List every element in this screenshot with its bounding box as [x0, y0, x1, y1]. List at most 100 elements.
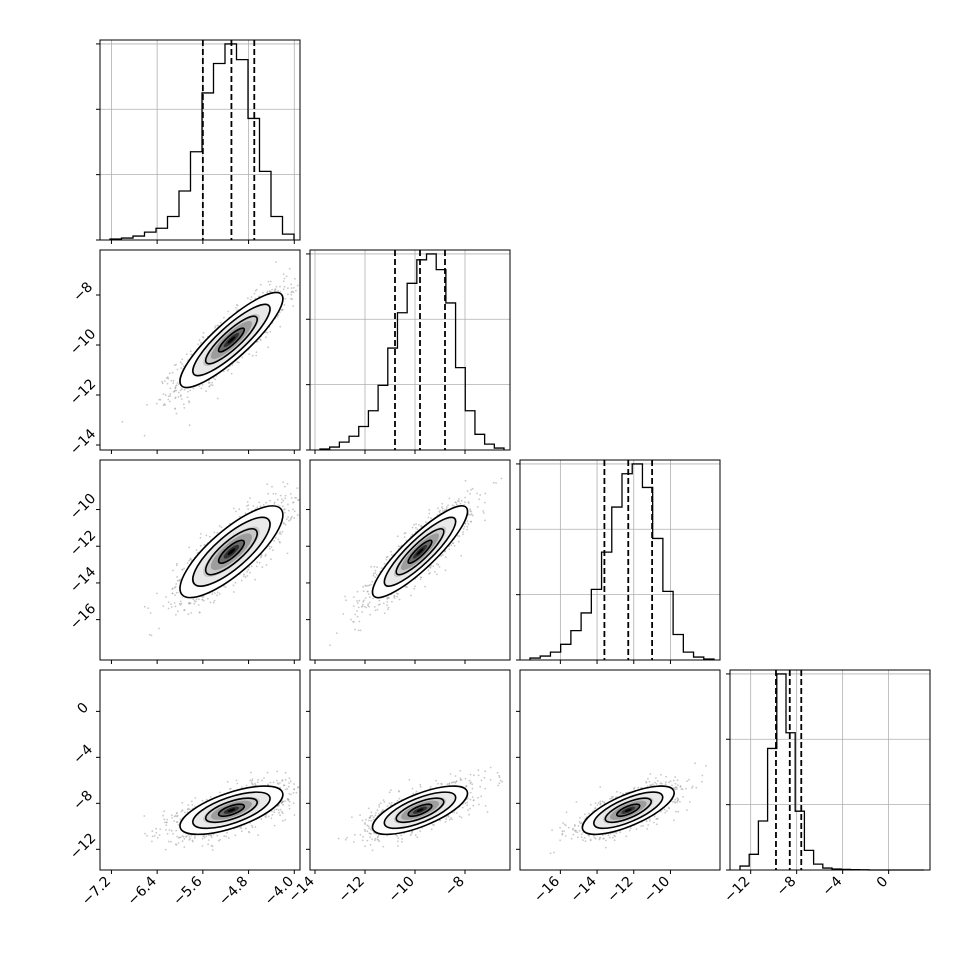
scatter-point: [190, 351, 192, 353]
scatter-point: [243, 575, 245, 577]
scatter-point: [437, 564, 439, 566]
scatter-point: [203, 544, 205, 546]
scatter-point: [287, 287, 289, 289]
scatter-point: [177, 580, 179, 582]
scatter-point: [297, 499, 299, 501]
scatter-point: [180, 604, 182, 606]
scatter-point: [375, 570, 377, 572]
scatter-point: [428, 517, 430, 519]
scatter-point: [184, 609, 186, 611]
scatter-point: [267, 346, 269, 348]
scatter-point: [269, 290, 271, 292]
scatter-point: [428, 513, 430, 515]
scatter-point: [188, 547, 190, 549]
scatter-point: [446, 506, 448, 508]
scatter-point: [493, 482, 495, 484]
scatter-point: [208, 839, 210, 841]
scatter-point: [437, 507, 439, 509]
scatter-point: [172, 593, 174, 595]
scatter-point: [462, 534, 464, 536]
scatter-point: [233, 585, 235, 587]
scatter-point: [369, 584, 371, 586]
scatter-point: [169, 387, 171, 389]
scatter-point: [280, 495, 282, 497]
scatter-point: [287, 483, 289, 485]
scatter-point: [336, 632, 338, 634]
scatter-point: [247, 501, 249, 503]
scatter-point: [284, 819, 286, 821]
scatter-point: [214, 592, 216, 594]
scatter-point: [279, 531, 281, 533]
scatter-point: [178, 842, 180, 844]
scatter-point: [158, 628, 160, 630]
scatter-point: [162, 815, 164, 817]
scatter-point: [183, 403, 185, 405]
scatter-point: [467, 520, 469, 522]
scatter-point: [329, 644, 331, 646]
scatter-point: [466, 526, 468, 528]
scatter-point: [282, 531, 284, 533]
scatter-point: [261, 554, 263, 556]
scatter-point: [267, 291, 269, 293]
scatter-point: [176, 563, 178, 565]
scatter-point: [384, 563, 386, 565]
scatter-point: [187, 396, 189, 398]
scatter-point: [458, 501, 460, 503]
scatter-point: [477, 506, 479, 508]
scatter-point: [202, 800, 204, 802]
scatter-point: [362, 586, 364, 588]
scatter-point: [376, 574, 378, 576]
scatter-point: [291, 298, 293, 300]
scatter-point: [428, 570, 430, 572]
scatter-point: [283, 280, 285, 282]
scatter-point: [165, 596, 167, 598]
scatter-point: [468, 523, 470, 525]
scatter-point: [288, 786, 290, 788]
scatter-point: [362, 604, 364, 606]
scatter-point: [287, 293, 289, 295]
scatter-point: [365, 597, 367, 599]
scatter-point: [202, 336, 204, 338]
scatter-point: [285, 524, 287, 526]
scatter-point: [188, 804, 190, 806]
scatter-point: [203, 332, 205, 334]
scatter-point: [251, 565, 253, 567]
scatter-point: [213, 602, 215, 604]
scatter-point: [184, 812, 186, 814]
scatter-point: [417, 529, 419, 531]
scatter-point: [478, 498, 480, 500]
scatter-point: [269, 284, 271, 286]
scatter-point: [472, 515, 474, 517]
scatter-point: [442, 508, 444, 510]
scatter-point: [261, 566, 263, 568]
scatter-point: [189, 809, 191, 811]
scatter-point: [370, 566, 372, 568]
scatter-point: [291, 497, 293, 499]
scatter-point: [174, 602, 176, 604]
scatter-point: [165, 394, 167, 396]
scatter-point: [373, 573, 375, 575]
scatter-point: [266, 483, 268, 485]
scatter-point: [446, 508, 448, 510]
scatter-point: [174, 587, 176, 589]
scatter-point: [238, 508, 240, 510]
scatter-point: [279, 814, 281, 816]
scatter-point: [175, 390, 177, 392]
scatter-point: [471, 513, 473, 515]
scatter-point: [293, 517, 295, 519]
scatter-point: [199, 339, 201, 341]
scatter-point: [286, 275, 288, 277]
scatter-point: [200, 545, 202, 547]
scatter-point: [276, 286, 278, 288]
scatter-point: [269, 548, 271, 550]
scatter-point: [356, 600, 358, 602]
scatter-point: [183, 568, 185, 570]
scatter-point: [172, 588, 174, 590]
scatter-point: [470, 489, 472, 491]
scatter-point: [211, 382, 213, 384]
scatter-point: [189, 558, 191, 560]
scatter-point: [249, 780, 251, 782]
scatter-point: [237, 361, 239, 363]
scatter-point: [259, 505, 261, 507]
scatter-point: [162, 605, 164, 607]
